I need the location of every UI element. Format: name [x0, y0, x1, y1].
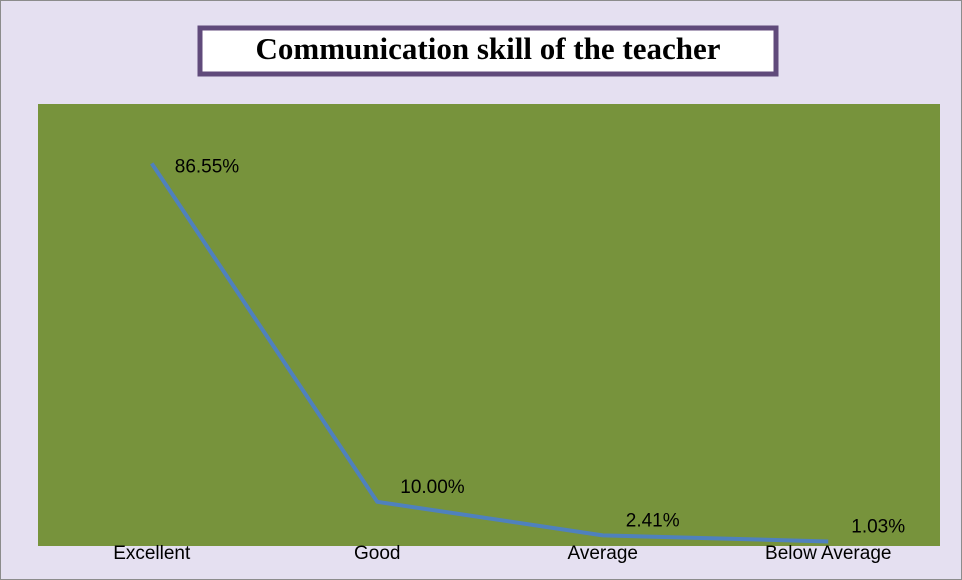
- x-tick-label: Excellent: [113, 543, 191, 564]
- data-label: 86.55%: [175, 156, 240, 177]
- plot-area: [38, 104, 940, 546]
- x-tick-label: Below Average: [765, 543, 891, 564]
- title-box-inner: [203, 31, 773, 71]
- data-label: 1.03%: [851, 516, 905, 537]
- data-label: 2.41%: [626, 510, 680, 531]
- x-tick-label: Good: [354, 543, 400, 564]
- title-box: [197, 25, 779, 77]
- data-label: 10.00%: [400, 477, 465, 498]
- x-tick-label: Average: [568, 543, 638, 564]
- data-line: [150, 162, 829, 544]
- chart-title: Communication skill of the teacher: [256, 31, 721, 66]
